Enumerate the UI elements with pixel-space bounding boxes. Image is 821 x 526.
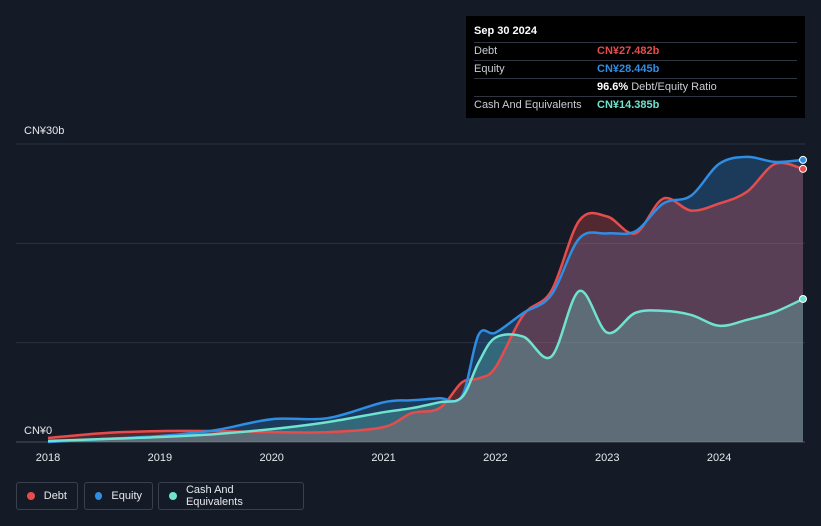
line-cash-and-equivalents [47, 289, 804, 443]
end-marker-cash-and-equivalents [799, 294, 807, 303]
legend-dot-equity [95, 492, 103, 500]
legend-item-cash[interactable]: Cash And Equivalents [158, 482, 304, 510]
legend-item-equity[interactable]: Equity [84, 482, 153, 510]
tooltip-value: 96.6% [597, 81, 629, 93]
x-tick-label: 2018 [36, 452, 60, 464]
tooltip-label [474, 79, 597, 96]
legend-dot-debt [27, 492, 35, 500]
tooltip-label: Cash And Equivalents [474, 99, 582, 111]
tooltip-value: CN¥28.445b [597, 63, 660, 75]
end-marker-debt [799, 164, 807, 173]
tooltip-row-cash: Cash And Equivalents CN¥14.385b [474, 96, 797, 114]
x-tick-label: 2024 [707, 452, 731, 464]
legend-dot-cash [169, 492, 177, 500]
series-lines [47, 155, 804, 444]
legend-label-cash: Cash And Equivalents [185, 484, 243, 508]
tooltip-ratio-label: Debt/Equity Ratio [631, 81, 717, 93]
legend-label-equity: Equity [111, 490, 142, 502]
legend-label-debt: Debt [43, 490, 67, 502]
line-equity [47, 155, 804, 444]
x-tick-label: 2019 [148, 452, 172, 464]
x-tick-label: 2021 [371, 452, 395, 464]
x-tick-label: 2023 [595, 452, 619, 464]
tooltip-row-equity: Equity CN¥28.445b [474, 60, 797, 78]
tooltip-date: Sep 30 2024 [474, 25, 537, 37]
tooltip-panel: Sep 30 2024 Debt CN¥27.482b Equity CN¥28… [466, 16, 805, 118]
end-markers [799, 155, 807, 303]
x-axis-ticks: 2018 2019 2020 2021 2022 2023 2024 [36, 452, 732, 464]
x-tick-label: 2022 [483, 452, 507, 464]
tooltip-row-ratio: 96.6% Debt/Equity Ratio [474, 78, 797, 96]
y-tick-label-max: CN¥30b [24, 125, 65, 137]
end-marker-equity [799, 155, 807, 164]
y-tick-label-zero: CN¥0 [24, 425, 53, 437]
tooltip-value: CN¥27.482b [597, 45, 660, 57]
legend-item-debt[interactable]: Debt [16, 482, 78, 510]
x-tick-label: 2020 [259, 452, 283, 464]
tooltip-label: Debt [474, 45, 498, 57]
tooltip-label: Equity [474, 63, 505, 75]
grid [16, 143, 805, 443]
tooltip-row-debt: Debt CN¥27.482b [474, 42, 797, 60]
tooltip-value: CN¥14.385b [597, 99, 660, 111]
area-cash-and-equivalents [48, 290, 803, 442]
area-equity [48, 156, 803, 442]
